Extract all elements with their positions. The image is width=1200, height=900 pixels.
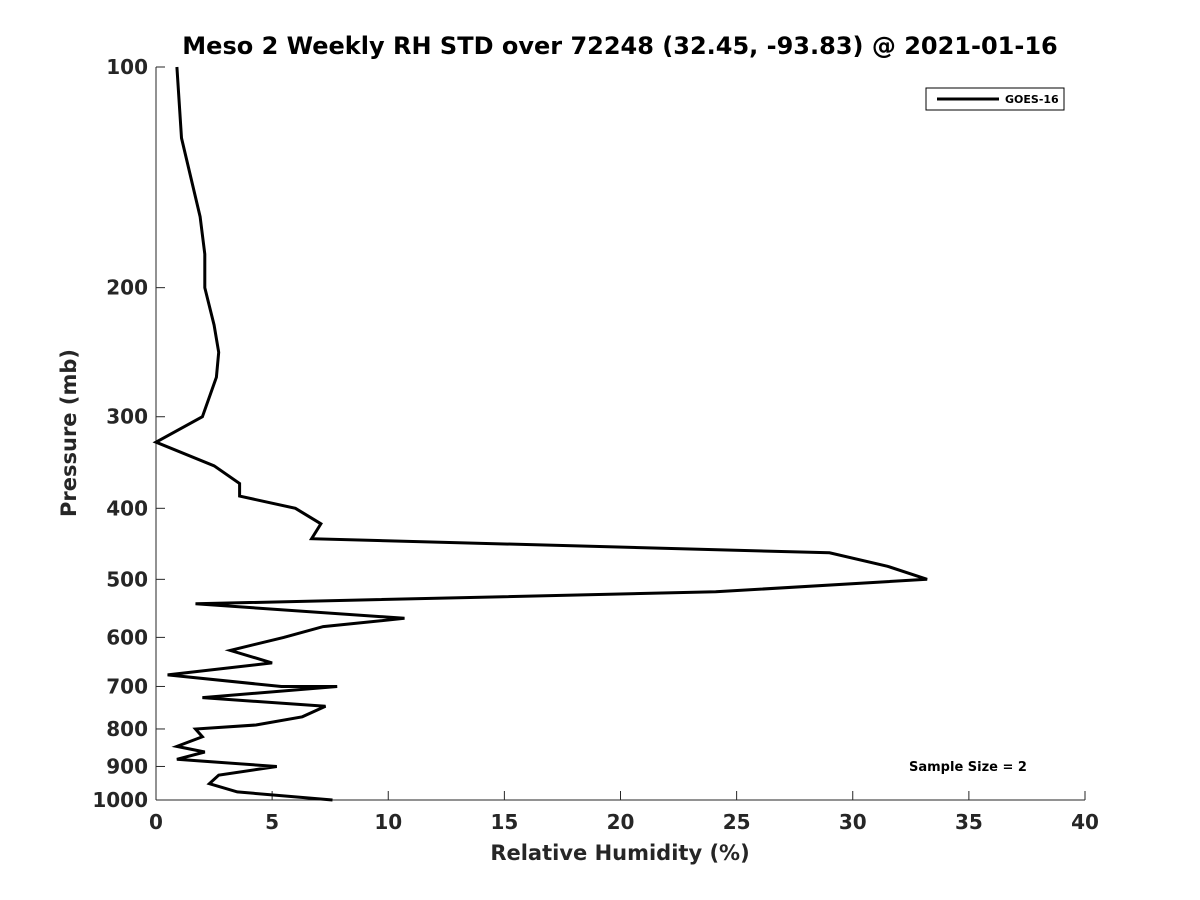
legend: GOES-16 xyxy=(925,87,1065,111)
y-tick-label: 400 xyxy=(106,496,148,520)
x-tick-label: 35 xyxy=(955,810,983,834)
y-tick-label: 600 xyxy=(106,625,148,649)
x-axis-ticks: 0 5 10 15 20 25 30 35 40 xyxy=(149,791,1099,834)
x-tick-label: 0 xyxy=(149,810,163,834)
y-tick-label: 100 xyxy=(106,55,148,79)
x-tick-label: 15 xyxy=(490,810,518,834)
x-tick-label: 40 xyxy=(1071,810,1099,834)
x-tick-label: 20 xyxy=(607,810,635,834)
x-axis-label: Relative Humidity (%) xyxy=(490,841,749,865)
x-tick-label: 10 xyxy=(374,810,402,834)
y-tick-label: 900 xyxy=(106,754,148,778)
x-tick-label: 25 xyxy=(723,810,751,834)
y-tick-label: 300 xyxy=(106,405,148,429)
sample-size-annotation: Sample Size = 2 xyxy=(909,760,1027,775)
y-axis-ticks: 100 200 300 400 500 600 700 800 900 1000 xyxy=(92,55,165,812)
y-tick-label: 500 xyxy=(106,567,148,591)
chart-title: Meso 2 Weekly RH STD over 72248 (32.45, … xyxy=(182,32,1057,60)
y-tick-label: 1000 xyxy=(92,788,148,812)
series-layer xyxy=(152,66,928,802)
series-line-0 xyxy=(152,66,928,802)
plot-background xyxy=(156,67,1085,800)
y-axis-label: Pressure (mb) xyxy=(57,349,81,517)
legend-label: GOES-16 xyxy=(1005,93,1059,106)
y-tick-label: 800 xyxy=(106,717,148,741)
y-tick-label: 200 xyxy=(106,276,148,300)
y-tick-label: 700 xyxy=(106,674,148,698)
x-tick-label: 30 xyxy=(839,810,867,834)
x-tick-label: 5 xyxy=(265,810,279,834)
